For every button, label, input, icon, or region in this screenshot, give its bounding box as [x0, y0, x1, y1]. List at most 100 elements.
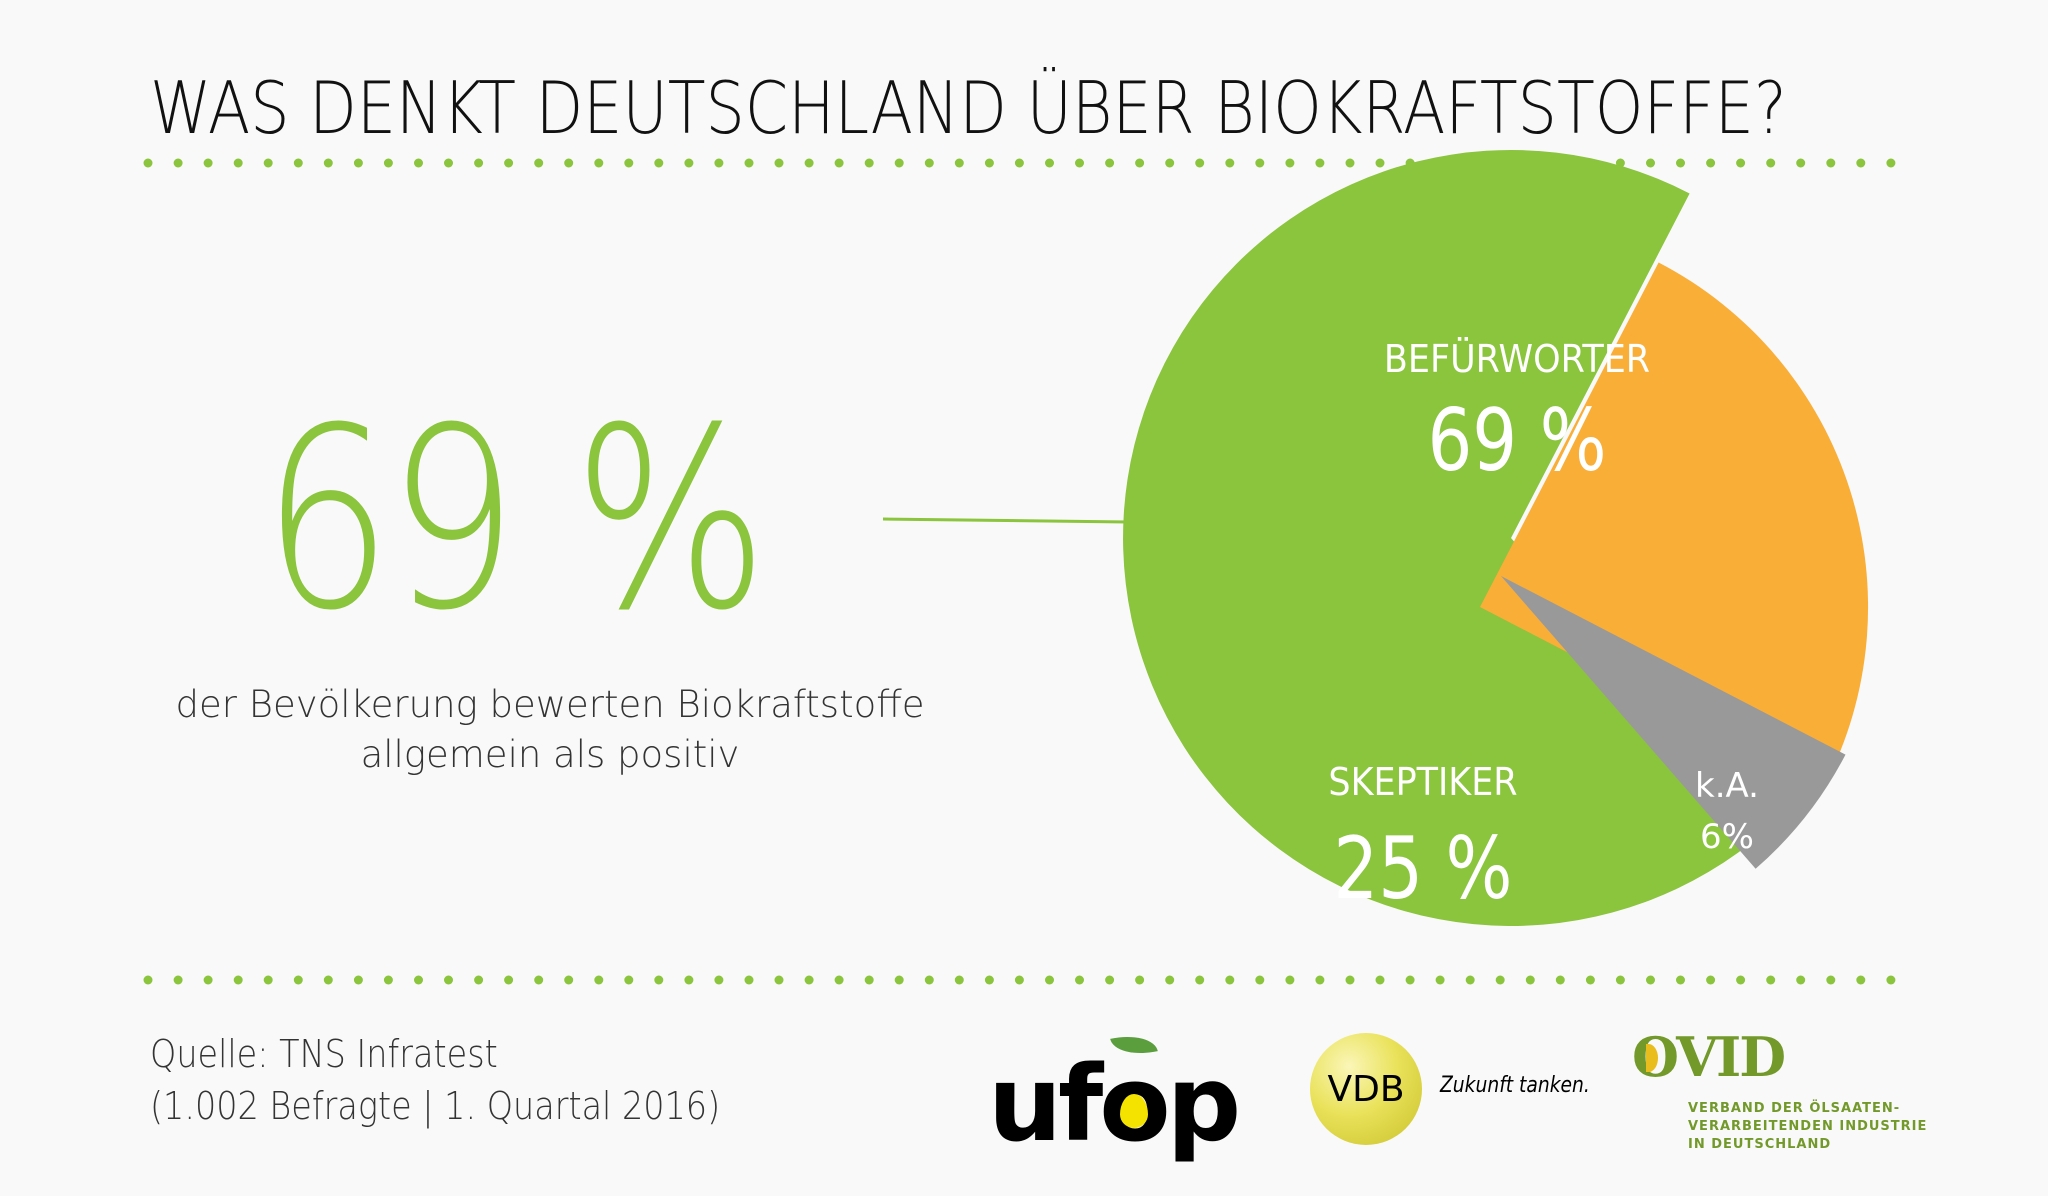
divider-dot — [834, 158, 844, 168]
divider-dot — [1555, 975, 1565, 985]
divider-dot — [624, 158, 634, 168]
divider-dot — [1315, 158, 1325, 168]
divider-dot — [984, 975, 994, 985]
divider-dot — [1585, 975, 1595, 985]
divider-dot — [263, 158, 273, 168]
divider-dot — [1014, 158, 1024, 168]
divider-dot — [1676, 158, 1685, 168]
divider-dot — [534, 975, 544, 985]
divider-dot — [1646, 158, 1655, 168]
divider-dot — [1165, 158, 1175, 168]
divider-dot — [1345, 158, 1355, 168]
divider-dot — [233, 975, 243, 985]
divider-dot — [804, 975, 814, 985]
ufop-wordmark: ufop — [988, 1043, 1241, 1165]
divider-dot — [534, 158, 544, 168]
divider-dot — [1826, 158, 1836, 168]
divider-dot — [323, 158, 333, 168]
divider-dot — [624, 975, 634, 985]
divider-dot — [173, 975, 183, 985]
divider-dot — [1706, 975, 1716, 985]
divider-dot — [1706, 158, 1716, 168]
divider-dot — [594, 975, 604, 985]
oil-drop-icon — [1120, 1094, 1148, 1128]
source-line-1: Quelle: TNS Infratest — [150, 1032, 498, 1076]
divider-dot — [323, 975, 333, 985]
divider-dot — [864, 158, 874, 168]
divider-dot — [1285, 975, 1295, 985]
slice-value-skeptiker: 25 % — [1333, 818, 1512, 919]
divider-dot — [894, 975, 904, 985]
divider-dot — [504, 158, 514, 168]
ovid-subtitle-line-2: VERARBEITENDEN INDUSTRIE — [1688, 1119, 1928, 1134]
divider-dot — [1525, 975, 1535, 985]
divider-dot — [474, 975, 484, 985]
divider-dot — [1255, 158, 1265, 168]
divider-dot — [1736, 975, 1746, 985]
divider-dot — [1435, 975, 1445, 985]
divider-dot — [744, 975, 754, 985]
divider-dot — [1105, 158, 1115, 168]
divider-dot — [1375, 975, 1385, 985]
divider-dot — [1405, 975, 1415, 985]
divider-dot — [834, 975, 844, 985]
divider-dot — [684, 158, 694, 168]
divider-dot — [414, 158, 423, 168]
divider-dot — [1225, 158, 1235, 168]
divider-dot — [714, 158, 724, 168]
divider-dot — [1105, 975, 1115, 985]
divider-dot — [1045, 975, 1054, 985]
divider-dot — [864, 975, 874, 985]
divider-dot — [504, 975, 514, 985]
ufop-logo: ufop — [988, 1029, 1248, 1156]
slice-value-ka: 6% — [1700, 817, 1754, 857]
divider-dot — [293, 158, 303, 168]
divider-dot — [203, 975, 213, 985]
divider-dot — [654, 975, 664, 985]
divider-dot — [1195, 975, 1205, 985]
ovid-wordmark: OVID — [1632, 1030, 1927, 1084]
vdb-logo: VDB — [1310, 1033, 1422, 1145]
divider-dot — [383, 975, 393, 985]
divider-dot — [1075, 158, 1084, 168]
divider-dot — [1345, 975, 1355, 985]
divider-dot — [1736, 158, 1746, 168]
oil-drop-icon — [1646, 1044, 1658, 1072]
divider-dot — [924, 158, 934, 168]
divider-dot — [1886, 158, 1896, 168]
divider-dot — [984, 158, 994, 168]
divider-dot — [954, 158, 964, 168]
divider-dot — [1075, 975, 1084, 985]
divider-dot — [1165, 975, 1175, 985]
divider-dot — [1495, 975, 1505, 985]
divider-dot — [1826, 975, 1836, 985]
divider-dot — [143, 158, 153, 168]
ovid-subtitle-line-3: IN DEUTSCHLAND — [1688, 1137, 1832, 1152]
divider-dot — [774, 975, 784, 985]
divider-dot — [444, 975, 453, 985]
ovid-subtitle-line-1: VERBAND DER ÖLSAATEN- — [1688, 1101, 1901, 1116]
slice-ka — [1501, 576, 1846, 869]
divider-dot — [654, 158, 664, 168]
divider-dot — [383, 158, 393, 168]
vdb-slogan: Zukunft tanken. — [1440, 1073, 1590, 1098]
divider-dot — [804, 158, 814, 168]
bottom-dotted-divider — [143, 975, 1896, 985]
divider-dot — [293, 975, 303, 985]
vdb-wordmark: VDB — [1327, 1069, 1405, 1110]
divider-dot — [1856, 975, 1866, 985]
divider-dot — [1465, 975, 1475, 985]
divider-dot — [1315, 975, 1325, 985]
slice-label-ka: k.A. — [1695, 766, 1759, 806]
source-line-2: (1.002 Befragte | 1. Quartal 2016) — [150, 1084, 721, 1128]
divider-dot — [1766, 975, 1776, 985]
divider-dot — [1014, 975, 1024, 985]
divider-dot — [353, 975, 363, 985]
source-note: Quelle: TNS Infratest (1.002 Befragte | … — [150, 1028, 720, 1132]
caption-line-1: der Bevölkerung bewerten Biokraftstoffe — [175, 683, 925, 726]
divider-dot — [1676, 975, 1685, 985]
divider-dot — [1646, 975, 1655, 985]
divider-dot — [1285, 158, 1295, 168]
